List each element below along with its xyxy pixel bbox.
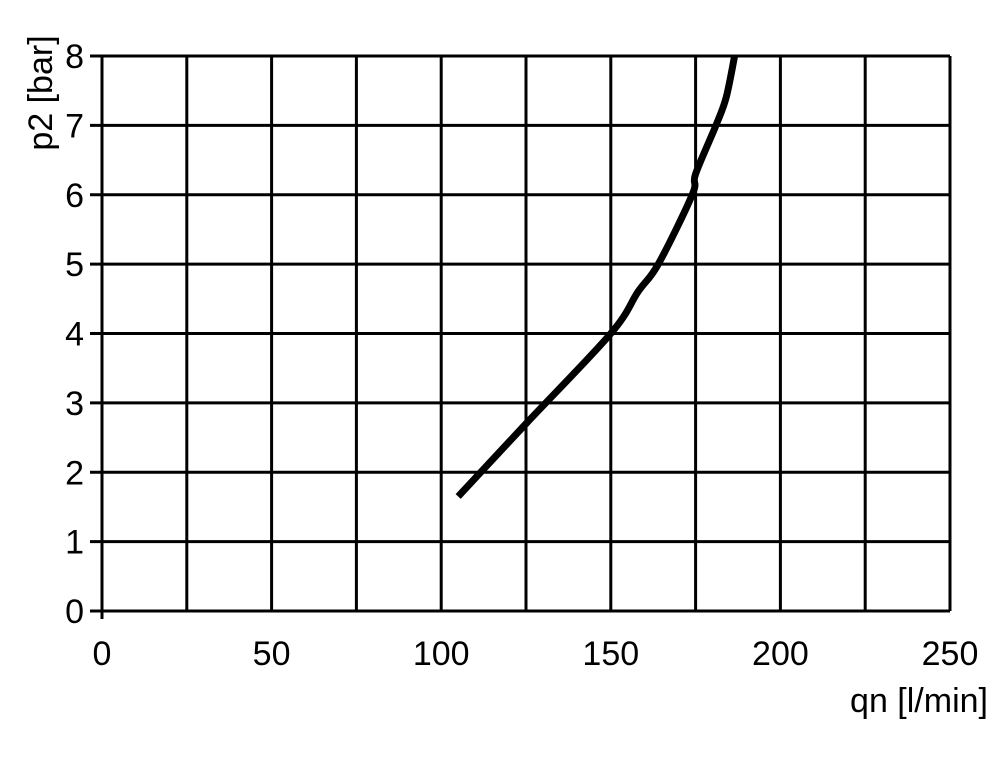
x-tick-label: 0 (93, 635, 112, 673)
y-tick-label: 0 (65, 593, 84, 631)
grid (90, 54, 952, 619)
y-axis-label: p2 [bar] (22, 35, 60, 150)
x-tick-label: 50 (253, 635, 291, 673)
x-tick-label: 100 (413, 635, 470, 673)
x-tick-label: 250 (922, 635, 979, 673)
y-tick-label: 7 (65, 107, 84, 145)
y-tick-label: 2 (65, 454, 84, 492)
y-tick-label: 4 (65, 316, 84, 354)
y-tick-label: 6 (65, 177, 84, 215)
x-tick-label: 200 (752, 635, 809, 673)
y-tick-label: 3 (65, 385, 84, 423)
series (455, 55, 739, 499)
y-tick-label: 1 (65, 524, 84, 562)
y-tick-label: 5 (65, 246, 84, 284)
x-axis-label: qn [l/min] (850, 682, 988, 720)
axis-ticks: 0 1 2 3 4 5 6 7 8 0 50 100 150 200 250 (65, 38, 978, 673)
y-tick-label: 8 (65, 38, 84, 76)
series-line (455, 55, 739, 499)
x-tick-label: 150 (582, 635, 639, 673)
